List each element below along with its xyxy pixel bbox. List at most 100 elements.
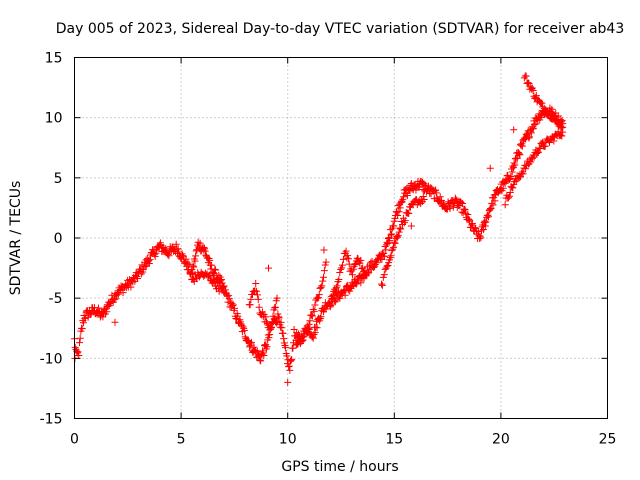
data-point xyxy=(351,260,359,268)
data-point xyxy=(510,126,518,134)
data-point xyxy=(507,173,515,181)
data-point xyxy=(390,238,398,246)
data-point xyxy=(314,294,322,302)
data-point xyxy=(279,329,287,337)
data-point xyxy=(511,161,519,169)
data-point xyxy=(206,271,214,279)
data-point xyxy=(357,256,365,264)
data-point xyxy=(275,313,283,321)
data-point xyxy=(179,252,187,260)
data-point xyxy=(133,274,141,282)
data-point xyxy=(319,277,327,285)
data-point xyxy=(339,261,347,269)
data-point xyxy=(257,357,265,365)
data-point xyxy=(505,192,513,200)
data-point xyxy=(452,195,460,203)
data-point xyxy=(189,262,197,270)
data-point xyxy=(310,307,318,315)
data-point xyxy=(229,301,237,309)
data-point xyxy=(529,86,537,94)
data-point xyxy=(390,243,397,251)
data-point xyxy=(337,265,345,273)
data-point xyxy=(510,159,518,167)
data-point xyxy=(371,260,379,268)
data-point xyxy=(246,301,254,309)
data-point xyxy=(260,352,268,360)
data-point xyxy=(215,271,223,279)
y-tick-labels: -15 -10 -5 0 5 10 15 xyxy=(40,51,63,428)
axis-ticks xyxy=(74,57,608,419)
data-point xyxy=(320,273,328,281)
y-tick-label: -10 xyxy=(40,351,63,367)
data-point xyxy=(315,291,323,299)
data-point xyxy=(522,135,530,143)
data-point xyxy=(300,332,308,340)
data-point xyxy=(273,294,281,302)
data-point xyxy=(75,339,83,347)
data-point xyxy=(320,267,328,275)
data-point xyxy=(74,348,82,356)
data-point xyxy=(536,113,544,121)
data-point xyxy=(225,292,233,300)
data-point xyxy=(378,281,386,289)
data-point xyxy=(278,324,286,332)
data-point xyxy=(299,333,307,341)
data-point xyxy=(280,335,288,343)
data-point xyxy=(317,313,325,321)
data-point xyxy=(205,255,213,262)
data-point xyxy=(342,247,350,255)
data-point xyxy=(534,148,542,156)
data-point xyxy=(206,256,214,264)
data-point xyxy=(240,326,248,334)
data-point xyxy=(200,244,208,252)
data-point xyxy=(525,79,533,87)
data-point xyxy=(317,283,325,291)
y-axis-label: SDTVAR / TECUs xyxy=(8,181,24,296)
data-point xyxy=(355,258,363,266)
data-point xyxy=(331,287,339,295)
data-point xyxy=(191,257,199,265)
data-point xyxy=(508,168,516,176)
data-point xyxy=(321,261,329,269)
data-point xyxy=(328,295,336,302)
data-point xyxy=(329,291,337,299)
data-point xyxy=(127,283,135,291)
data-point xyxy=(393,233,401,241)
data-point xyxy=(419,193,427,201)
y-tick-label: -5 xyxy=(49,291,63,307)
data-point xyxy=(239,323,247,331)
data-point xyxy=(208,261,216,269)
data-point xyxy=(527,158,535,166)
data-point xyxy=(395,208,403,216)
data-point xyxy=(172,240,180,248)
data-point xyxy=(477,234,485,242)
data-point xyxy=(251,287,259,295)
data-point xyxy=(308,311,316,319)
data-point xyxy=(114,290,122,298)
data-point xyxy=(365,269,373,277)
data-point xyxy=(217,276,225,284)
data-point xyxy=(247,340,255,348)
grid-lines xyxy=(74,57,608,419)
data-point xyxy=(190,263,198,271)
data-point xyxy=(250,343,258,351)
data-point xyxy=(286,366,294,374)
data-point xyxy=(407,222,415,230)
data-point xyxy=(75,351,83,359)
data-point xyxy=(314,294,322,302)
data-point xyxy=(348,271,356,279)
data-point xyxy=(305,320,313,328)
data-point xyxy=(465,216,473,224)
data-point xyxy=(489,201,497,209)
data-point xyxy=(201,247,209,255)
x-axis-label: GPS time / hours xyxy=(281,459,398,475)
data-point xyxy=(559,128,567,136)
data-point xyxy=(341,291,349,299)
data-point xyxy=(538,99,546,107)
data-point xyxy=(332,284,340,292)
data-point xyxy=(285,362,293,370)
x-tick-label: 5 xyxy=(177,432,186,448)
y-tick-label: 15 xyxy=(45,51,63,67)
data-points xyxy=(71,72,567,386)
